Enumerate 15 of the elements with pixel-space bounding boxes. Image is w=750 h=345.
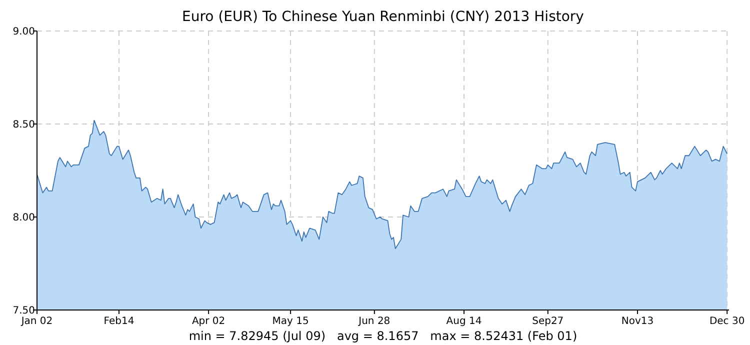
y-tick-label: 7.50 <box>12 306 35 316</box>
y-tick-label: 9.00 <box>12 26 35 38</box>
x-tick-label: Apr 02 <box>192 316 226 327</box>
x-tick-label: Jan 02 <box>20 316 53 327</box>
x-tick-label: Nov13 <box>621 316 654 327</box>
x-tick-label: Feb14 <box>104 316 134 327</box>
x-tick-label: Dec 30 <box>709 316 745 327</box>
text: min = 7.82945 (Jul 09) avg = 8.1657 max = 8.52431 (Feb 01) <box>188 329 578 343</box>
x-tick-label: May 15 <box>272 316 309 327</box>
x-tick-label: Jun 28 <box>358 316 390 327</box>
x-tick-label: Aug 14 <box>446 316 482 327</box>
y-tick-label: 8.00 <box>12 212 35 224</box>
chart-title: Euro (EUR) To Chinese Yuan Renminbi (CNY) 2013 History <box>182 9 584 25</box>
x-tick-label: Sep27 <box>532 316 564 327</box>
y-tick-label: 8.50 <box>12 120 35 130</box>
